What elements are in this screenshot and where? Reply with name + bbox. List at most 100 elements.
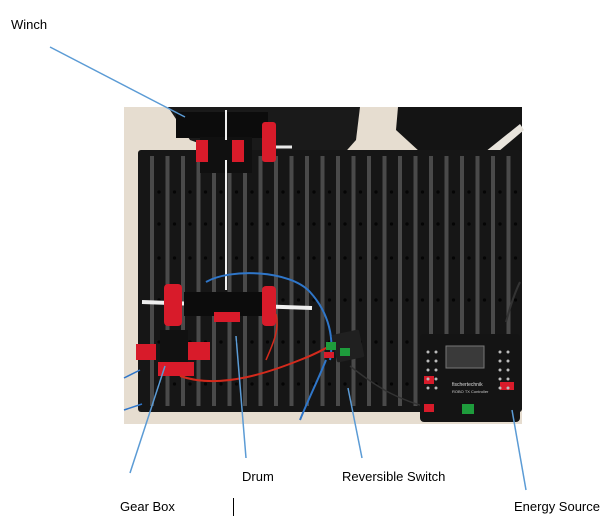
baseplate-hole [281, 256, 285, 260]
baseplate-hole [436, 298, 440, 302]
controller-port [426, 368, 430, 372]
baseplate-hole [467, 298, 471, 302]
baseplate-hole [157, 340, 161, 344]
baseplate-slot [491, 156, 495, 406]
reversible-switch-icon [324, 329, 365, 363]
baseplate-hole [219, 222, 223, 226]
baseplate-hole [172, 222, 177, 226]
baseplate-hole [219, 190, 223, 194]
baseplate-hole [327, 256, 332, 260]
baseplate-hole [358, 256, 363, 260]
baseplate-hole [374, 340, 378, 344]
wire-right [505, 281, 521, 323]
baseplate-hole [482, 222, 487, 226]
wire-blue-2 [299, 359, 327, 421]
baseplate-slot [181, 156, 185, 406]
baseplate-hole [420, 190, 425, 194]
baseplate-hole [420, 222, 425, 226]
baseplate-hole [405, 340, 409, 344]
baseplate-slot [227, 156, 232, 406]
baseplate-hole [467, 222, 471, 226]
baseplate-hole [498, 222, 502, 226]
controller-port [506, 368, 510, 372]
baseplate-hole [482, 298, 487, 302]
baseplate-hole [451, 298, 456, 302]
baseplate-hole [265, 256, 270, 260]
baseplate-hole [374, 222, 378, 226]
baseplate-slot [305, 156, 309, 406]
baseplate-hole [389, 298, 394, 302]
baseplate-hole [250, 256, 254, 260]
baseplate-hole [343, 256, 347, 260]
reversible-switch-label: Reversible Switch [342, 469, 446, 484]
baseplate-hole [343, 298, 347, 302]
baseplate-hole [358, 382, 363, 386]
baseplate-hole [281, 190, 285, 194]
baseplate-hole [420, 298, 425, 302]
baseplate-hole [389, 340, 394, 344]
baseplate-hole [467, 256, 471, 260]
drum-icon [141, 284, 313, 326]
baseplate-hole [157, 382, 161, 386]
baseplate-hole [296, 298, 301, 302]
baseplate-slot [336, 156, 340, 406]
baseplate-hole [374, 256, 378, 260]
controller-port [498, 368, 502, 372]
wire-blue [205, 272, 333, 361]
hand-shadow-right [396, 107, 522, 160]
baseplate-hole [203, 222, 208, 226]
baseplate-hole [296, 256, 301, 260]
baseplate-slot [212, 156, 216, 406]
baseplate-hole [343, 190, 347, 194]
baseplate-hole [498, 298, 502, 302]
baseplate-hole [498, 256, 502, 260]
baseplate-hole [451, 256, 456, 260]
baseplate-hole [188, 256, 192, 260]
gear-box-label: Gear Box [120, 499, 175, 514]
controller-port [434, 368, 438, 372]
controller-model: ROBO TX Controller [452, 389, 489, 394]
drum-label: Drum [242, 469, 274, 484]
baseplate-hole [250, 222, 254, 226]
baseplate-slot [165, 156, 170, 406]
baseplate-hole [327, 298, 332, 302]
baseplate-hole [467, 190, 471, 194]
baseplate-hole [203, 190, 208, 194]
controller-port [426, 377, 430, 381]
baseplate-hole [513, 256, 518, 260]
baseplate-hole [358, 190, 363, 194]
baseplate-hole [374, 298, 378, 302]
baseplate-hole [234, 222, 239, 226]
controller-port [434, 377, 438, 381]
baseplate-slot [367, 156, 371, 406]
baseplate-slot [460, 156, 464, 406]
controller-icon: fischertechnik ROBO TX Controller [420, 334, 520, 422]
controller-port [506, 359, 510, 363]
baseplate-hole [482, 190, 487, 194]
controller-port [426, 350, 430, 354]
controller-port [434, 350, 438, 354]
baseplate-hole [296, 382, 301, 386]
baseplate-slot [196, 156, 201, 406]
baseplate-hole [250, 190, 254, 194]
baseplate-hole [203, 256, 208, 260]
baseplate-hole [265, 382, 270, 386]
baseplate-hole [343, 382, 347, 386]
baseplate-hole [265, 222, 270, 226]
energy-source-label: Energy Source [514, 499, 600, 514]
baseplate-slot [444, 156, 449, 406]
baseplate-hole [188, 382, 192, 386]
baseplate-hole [498, 190, 502, 194]
winch-label: Winch [11, 17, 48, 32]
controller-port [506, 350, 510, 354]
controller-port [426, 359, 430, 363]
baseplate-hole [405, 222, 409, 226]
baseplate-hole [312, 256, 316, 260]
winch-icon [176, 110, 292, 173]
baseplate-hole [405, 190, 409, 194]
baseplate-slot [274, 156, 278, 406]
baseplate-hole [312, 340, 316, 344]
baseplate-hole [420, 256, 425, 260]
baseplate-hole [513, 222, 518, 226]
baseplate-hole [265, 190, 270, 194]
